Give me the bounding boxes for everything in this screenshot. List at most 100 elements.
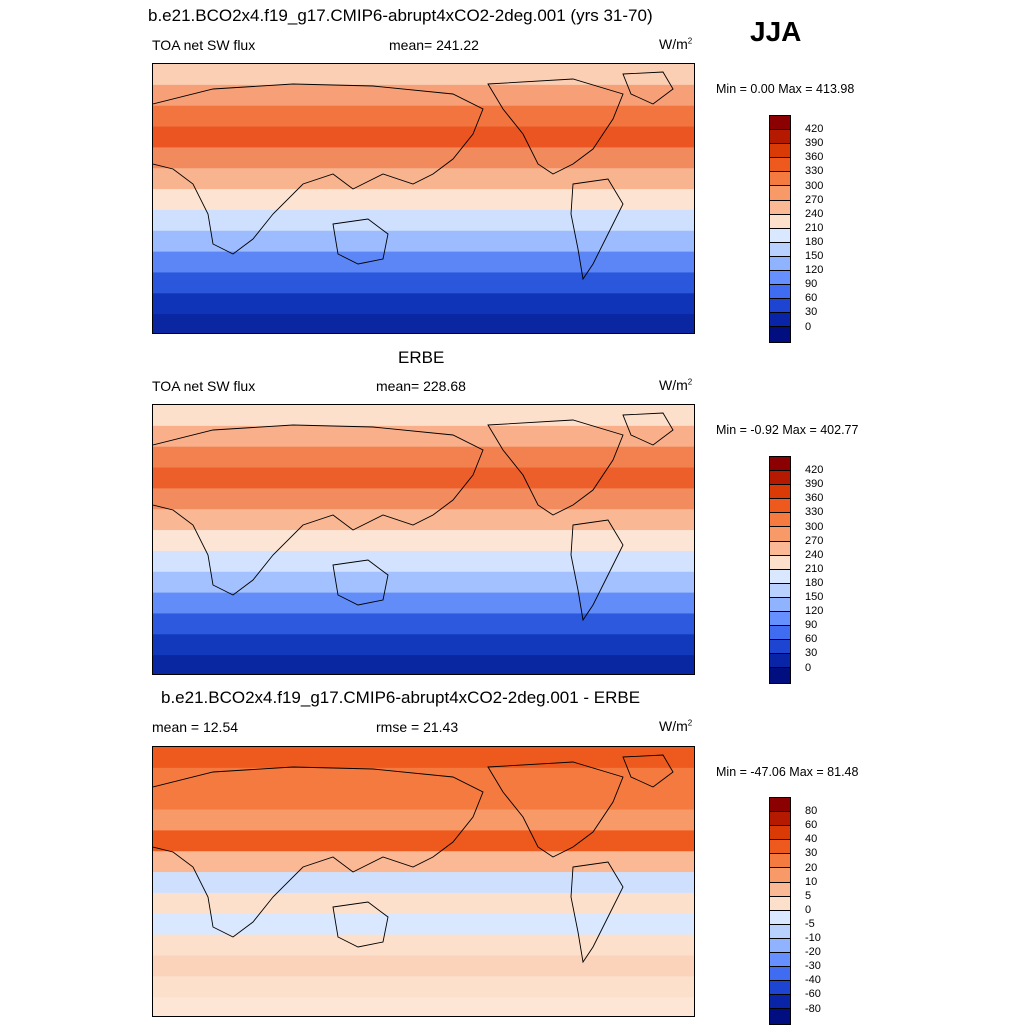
panel2-colorbar-swatch (770, 569, 790, 584)
panel3-colorbar-tick-label: 30 (805, 847, 818, 860)
panel3-colorbar-tick-label: 60 (805, 819, 818, 832)
panel2-field-band (153, 613, 694, 635)
panel3-colorbar-tick-label: 80 (805, 805, 818, 818)
panel1-variable-label: TOA net SW flux (152, 37, 256, 53)
panel1-colorbar-tick-label: 240 (805, 207, 824, 220)
panel3-field-band (153, 955, 694, 977)
panel1-colorbar-swatch (770, 144, 790, 159)
panel1-field-band (153, 230, 694, 253)
panel1-field-band (153, 126, 694, 148)
panel3-colorbar-swatch (770, 854, 790, 869)
panel1-field-band (153, 105, 694, 128)
panel2-field-band (153, 571, 694, 594)
panel1-colorbar-swatch (770, 256, 790, 272)
panel1-colorbar-swatch (770, 228, 790, 243)
panel3-field-band (153, 913, 694, 936)
panel2-title: ERBE (398, 348, 445, 367)
panel2-mean-label: mean= 228.68 (376, 378, 466, 394)
panel1-map (152, 63, 695, 334)
panel1-colorbar-swatch (770, 313, 790, 328)
panel1-coastline (332, 218, 389, 265)
panel3-colorbar-swatch (770, 995, 790, 1010)
panel3-colorbar-swatch (770, 910, 790, 925)
panel2-colorbar-swatch (770, 471, 790, 486)
panel2-colorbar-swatch (770, 654, 790, 669)
panel1-map-field (153, 64, 694, 333)
panel2-coastline (622, 412, 674, 446)
season-label: JJA (750, 16, 802, 47)
panel2-colorbar-swatch (770, 583, 790, 598)
panel2-colorbar-swatch (770, 485, 790, 500)
panel1-field-band (153, 84, 694, 107)
panel3-coastline (153, 766, 484, 938)
panel1-colorbar-swatch (770, 242, 790, 257)
panel1-colorbar-tick-label: 180 (805, 235, 824, 248)
panel3-map (152, 746, 695, 1017)
panel2-field-band (153, 655, 694, 674)
panel1-colorbar-swatch (770, 200, 790, 215)
panel2-colorbar-tick-label: 330 (805, 506, 824, 519)
panel1-colorbar-swatch (770, 271, 790, 286)
panel3-colorbar-swatch (770, 826, 790, 841)
panel2-colorbar-tick-label: 150 (805, 591, 824, 603)
panel1-colorbar-swatch (770, 327, 790, 342)
panel2-coastline (332, 559, 389, 606)
panel3-colorbar-swatch (770, 882, 790, 897)
panel2-field-band (153, 446, 694, 469)
panel2-colorbar-swatch (770, 527, 790, 542)
panel3-units: W/m2 (659, 718, 693, 734)
panel2-field-band (153, 405, 694, 427)
panel3-coastline (332, 901, 389, 948)
panel2-colorbar-tick-label: 60 (805, 633, 818, 646)
panel1-colorbar-tick-label: 270 (805, 193, 824, 206)
panel2-colorbar-swatch (770, 541, 790, 556)
panel1-colorbar-swatch (770, 186, 790, 201)
panel3-colorbar (769, 797, 791, 1025)
panel2-minmax: Min = -0.92 Max = 402.77 (716, 423, 859, 437)
panel3-colorbar-tick-label: 20 (805, 861, 818, 874)
panel3-colorbar-tick-label: -30 (805, 960, 821, 973)
panel1-field-band (153, 147, 694, 169)
panel2-map (152, 404, 695, 675)
panel1-colorbar-tick-label: 390 (805, 137, 824, 150)
panel3-colorbar-tick-label: -10 (805, 932, 821, 944)
panel3-field-band (153, 934, 694, 957)
panel3-colorbar-tick-label: -40 (805, 974, 821, 987)
panel3-colorbar-swatch (770, 981, 790, 996)
panel3-field-band (153, 872, 694, 894)
panel3-colorbar-tick-label: 0 (805, 903, 812, 916)
panel3-colorbar-swatch (770, 1009, 790, 1024)
panel3-title: b.e21.BCO2x4.f19_g17.CMIP6-abrupt4xCO2-2… (161, 688, 641, 707)
panel1-mean-label: mean= 241.22 (389, 37, 479, 53)
panel2-coastline (153, 424, 484, 596)
panel2-colorbar-tick-label: 390 (805, 478, 824, 491)
panel3-colorbar-tick-label: 5 (805, 889, 812, 902)
panel1-field-band (153, 314, 694, 333)
panel1-units: W/m2 (659, 36, 693, 52)
panel1-colorbar-swatch (770, 116, 790, 131)
panel2-colorbar-tick-label: 90 (805, 619, 818, 632)
panel2-coastline (487, 419, 624, 516)
panel1-colorbar-swatch (770, 158, 790, 173)
panel3-coastline (487, 761, 624, 858)
panel2-colorbar-swatch (770, 668, 790, 683)
panel3-colorbar-swatch (770, 953, 790, 968)
panel3-colorbar-swatch (770, 812, 790, 827)
panel2-field-band (153, 488, 694, 510)
panel2-colorbar-tick-label: 420 (805, 464, 824, 477)
panel3-field-band (153, 767, 694, 790)
panel3-field-band (153, 997, 694, 1016)
panel3-minmax: Min = -47.06 Max = 81.48 (716, 765, 859, 779)
panel2-field-band (153, 467, 694, 489)
panel1-colorbar-swatch (770, 130, 790, 145)
panel2-colorbar-swatch (770, 612, 790, 627)
panel2-colorbar-tick-label: 120 (805, 605, 824, 618)
panel3-colorbar-swatch (770, 868, 790, 883)
panel2-colorbar-tick-label: 360 (805, 492, 824, 505)
panel1-field-band (153, 251, 694, 274)
panel2-colorbar-tick-label: 300 (805, 520, 824, 533)
panel2-coastline (570, 519, 624, 622)
panel2-colorbar-tick-label: 30 (805, 647, 818, 660)
panel3-colorbar-swatch (770, 967, 790, 982)
panel3-field-band (153, 830, 694, 852)
